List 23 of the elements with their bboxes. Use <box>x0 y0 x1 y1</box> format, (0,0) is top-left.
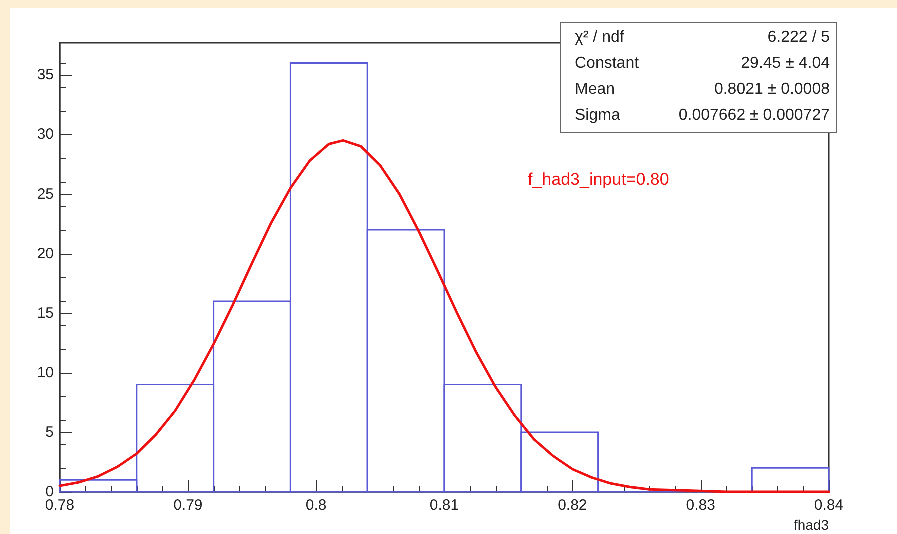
x-tick-label: 0.81 <box>430 497 460 514</box>
annotation: χ² / ndf <box>575 28 626 48</box>
annotation: 0.8021 ± 0.0008 <box>713 80 830 100</box>
y-tick-label: 30 <box>37 126 54 144</box>
annotation: 6.222 / 5 <box>766 28 830 48</box>
y-tick-label: 5 <box>46 424 54 441</box>
y-tick-label: 15 <box>37 304 54 322</box>
x-tick-label: 0.79 <box>174 497 203 514</box>
y-tick-label: 25 <box>37 186 54 203</box>
x-axis-title: fhad3 <box>794 517 830 533</box>
y-tick-label: 10 <box>37 364 54 382</box>
x-tick-label: 0.82 <box>558 497 588 514</box>
x-tick-label: 0.83 <box>686 497 716 514</box>
x-tick-label: 0.8 <box>306 497 327 514</box>
annotation: Mean <box>575 80 616 100</box>
y-tick-label: 20 <box>37 245 54 262</box>
annotation: 0.007662 ± 0.000727 <box>678 106 830 126</box>
annotation: Sigma <box>575 106 622 126</box>
annotation: 29.45 ± 4.04 <box>740 54 830 74</box>
x-tick-label: 0.84 <box>814 497 844 514</box>
annotation: Constant <box>575 54 640 74</box>
y-tick-label: 35 <box>37 66 54 84</box>
annotation: f_had3_input=0.80 <box>528 170 670 190</box>
